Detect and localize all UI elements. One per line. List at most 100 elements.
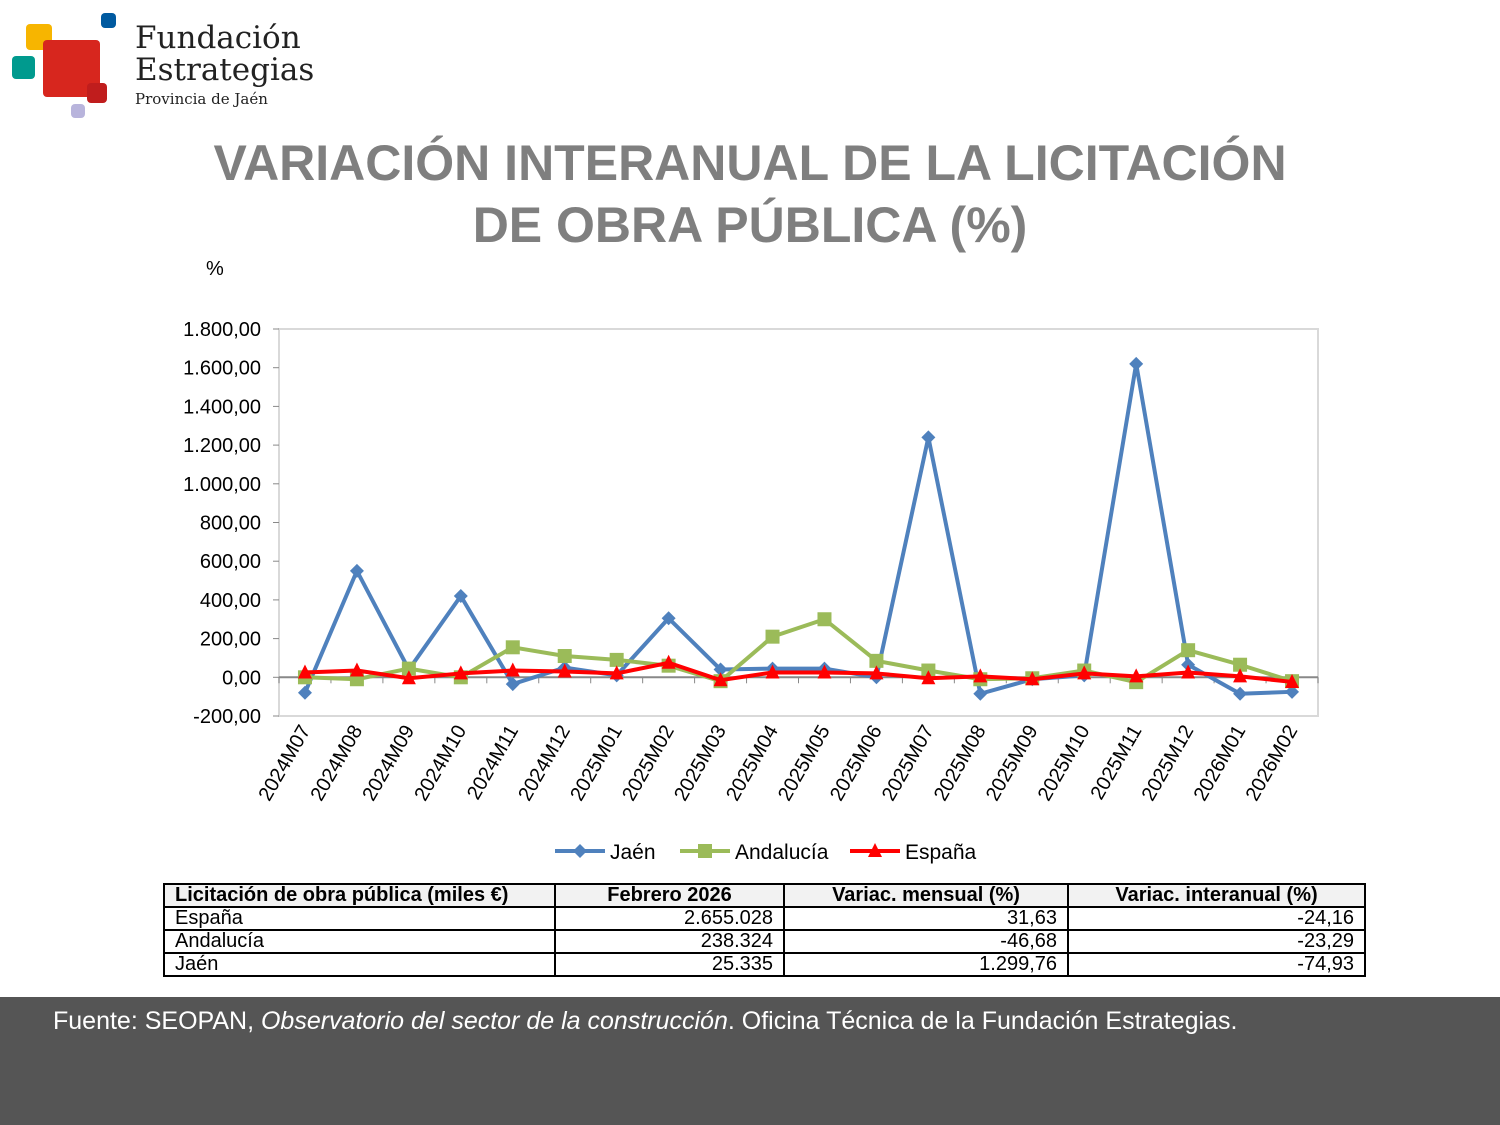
line-chart: -200,00 0,00 200,00 400,00 600,00 800,00 1.000… bbox=[183, 319, 1319, 864]
legend-label-espana: España bbox=[905, 841, 977, 864]
data-point-jaen bbox=[921, 430, 936, 445]
data-point-jaen bbox=[1233, 686, 1248, 701]
source-suffix: . Oficina Técnica de la Fundación Estrat… bbox=[727, 1007, 1238, 1035]
table-row: España 2.655.028 31,63 -24,16 bbox=[163, 906, 1366, 931]
data-point-andalucia bbox=[401, 661, 416, 676]
y-tick-label: 800,00 bbox=[200, 513, 261, 535]
x-tick-label: 2025M12 bbox=[1138, 722, 1199, 805]
data-point-andalucia bbox=[869, 653, 884, 668]
x-tick-label: 2025M02 bbox=[618, 722, 679, 805]
logo: Fundación Estrategias Provincia de Jaén bbox=[10, 10, 314, 122]
y-tick-label: 1.600,00 bbox=[183, 358, 261, 380]
y-tick-label: 1.400,00 bbox=[183, 396, 261, 418]
table-cell: -74,93 bbox=[1067, 952, 1366, 977]
x-tick-label: 2025M09 bbox=[982, 722, 1043, 805]
x-tick-label: 2025M11 bbox=[1086, 722, 1146, 804]
data-point-andalucia bbox=[1233, 657, 1248, 672]
x-tick-label: 2024M12 bbox=[514, 722, 575, 805]
data-point-espana bbox=[1233, 668, 1248, 683]
data-point-espana bbox=[1285, 673, 1300, 688]
data-point-andalucia bbox=[817, 612, 832, 627]
table-cell: Jaén bbox=[163, 952, 556, 977]
y-tick-label: 1.200,00 bbox=[183, 435, 261, 457]
data-point-espana bbox=[557, 663, 572, 678]
logo-subtitle: Provincia de Jaén bbox=[135, 90, 268, 108]
y-tick-label: -200,00 bbox=[193, 706, 261, 728]
data-point-espana bbox=[609, 665, 624, 680]
data-point-jaen bbox=[1129, 356, 1144, 371]
logo-darkred-square bbox=[87, 83, 107, 103]
legend-marker-espana bbox=[868, 843, 882, 857]
x-tick-label: 2025M05 bbox=[774, 722, 835, 805]
table-cell: -46,68 bbox=[783, 929, 1069, 954]
table-cell: 31,63 bbox=[783, 906, 1069, 931]
table-cell: 1.299,76 bbox=[783, 952, 1069, 977]
x-tick-label: 2024M09 bbox=[358, 722, 419, 805]
table-header-row: Licitación de obra pública (miles €) Feb… bbox=[163, 883, 1366, 908]
data-point-espana bbox=[453, 665, 468, 680]
x-tick-label: 2025M07 bbox=[878, 722, 939, 805]
x-tick-label: 2024M07 bbox=[255, 722, 316, 805]
logo-name-line2: Estrategias bbox=[135, 52, 315, 88]
data-point-jaen bbox=[713, 662, 728, 677]
source-publication: Observatorio del sector de la construcci… bbox=[260, 1007, 728, 1035]
data-point-espana bbox=[1077, 665, 1092, 680]
table-header-cell: Variac. mensual (%) bbox=[783, 883, 1069, 908]
data-point-andalucia bbox=[557, 649, 572, 664]
legend-marker-jaen bbox=[573, 844, 587, 858]
data-point-espana bbox=[1025, 671, 1040, 686]
y-tick-label: 200,00 bbox=[200, 629, 261, 651]
table-cell: 238.324 bbox=[554, 929, 785, 954]
x-tick-label: 2026M01 bbox=[1190, 722, 1251, 805]
data-point-espana bbox=[713, 672, 728, 687]
series-line-espana bbox=[304, 660, 1293, 684]
x-tick-label: 2024M10 bbox=[410, 722, 471, 805]
data-point-espana bbox=[297, 664, 312, 679]
data-point-jaen bbox=[973, 686, 988, 701]
x-tick-label: 2024M11 bbox=[463, 722, 523, 804]
data-point-espana bbox=[973, 668, 988, 683]
table-header-cell: Licitación de obra pública (miles €) bbox=[163, 883, 556, 908]
x-tick-label: 2025M01 bbox=[566, 722, 627, 805]
data-point-espana bbox=[921, 670, 936, 685]
table-cell: 25.335 bbox=[554, 952, 785, 977]
source-note: Fuente: SEOPAN, Observatorio del sector … bbox=[53, 1007, 1237, 1036]
data-point-jaen bbox=[453, 589, 468, 604]
logo-text: Fundación Estrategias Provincia de Jaén bbox=[135, 22, 314, 108]
table-cell: España bbox=[163, 906, 556, 931]
y-tick-label: 1.800,00 bbox=[183, 319, 261, 341]
table-row: Jaén 25.335 1.299,76 -74,93 bbox=[163, 952, 1366, 977]
data-point-andalucia bbox=[765, 629, 780, 644]
table-cell: Andalucía bbox=[163, 929, 556, 954]
table-header-cell: Febrero 2026 bbox=[554, 883, 785, 908]
table-header-cell: Variac. interanual (%) bbox=[1067, 883, 1366, 908]
x-tick-label: 2025M03 bbox=[670, 722, 731, 805]
table-cell: 2.655.028 bbox=[554, 906, 785, 931]
page-title: VARIACIÓN INTERANUAL DE LA LICITACIÓN DE… bbox=[0, 132, 1500, 256]
data-point-espana bbox=[765, 664, 780, 679]
x-tick-label: 2025M06 bbox=[826, 722, 887, 805]
legend-label-andalucia: Andalucía bbox=[735, 841, 829, 864]
source-prefix: Fuente: SEOPAN, bbox=[53, 1007, 261, 1035]
data-point-espana bbox=[1129, 668, 1144, 683]
data-point-jaen bbox=[1285, 684, 1300, 699]
data-point-jaen bbox=[297, 685, 312, 700]
footer-bar: Fuente: SEOPAN, Observatorio del sector … bbox=[0, 997, 1500, 1125]
data-point-jaen bbox=[661, 611, 676, 626]
legend-label-jaen: Jaén bbox=[610, 841, 656, 864]
logo-lavender-square bbox=[71, 104, 85, 118]
x-tick-label: 2024M08 bbox=[306, 722, 367, 805]
y-tick-label: 400,00 bbox=[200, 590, 261, 612]
logo-blue-square bbox=[101, 13, 116, 28]
logo-teal-square bbox=[12, 56, 35, 79]
data-point-espana bbox=[349, 662, 364, 677]
page-title-line2: DE OBRA PÚBLICA (%) bbox=[472, 197, 1028, 253]
summary-table: Licitación de obra pública (miles €) Feb… bbox=[163, 883, 1366, 977]
y-tick-label: 0,00 bbox=[222, 667, 261, 689]
data-point-espana bbox=[505, 662, 520, 677]
data-point-andalucia bbox=[1181, 643, 1196, 658]
table-row: Andalucía 238.324 -46,68 -23,29 bbox=[163, 929, 1366, 954]
legend-marker-andalucia bbox=[698, 844, 712, 858]
x-tick-label: 2025M04 bbox=[722, 722, 783, 805]
data-point-andalucia bbox=[505, 640, 520, 655]
